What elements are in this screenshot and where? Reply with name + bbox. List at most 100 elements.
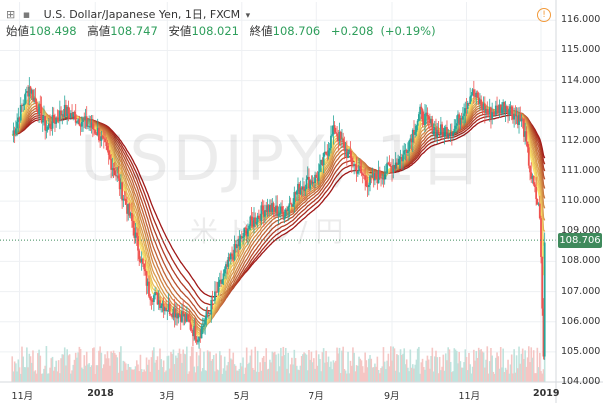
candle-body xyxy=(83,118,86,121)
candle-body xyxy=(139,259,142,263)
volume-bar xyxy=(211,359,214,382)
volume-bar xyxy=(297,369,299,382)
volume-bar xyxy=(259,362,261,382)
candle-body xyxy=(181,311,183,322)
volume-bar xyxy=(197,366,199,382)
volume-bar xyxy=(491,355,493,382)
volume-bar xyxy=(43,368,45,382)
candle-body xyxy=(161,303,164,306)
candle-body xyxy=(472,89,475,97)
volume-bar xyxy=(66,349,68,382)
candle-body xyxy=(251,220,254,227)
volume-bar xyxy=(473,349,475,382)
volume-bar xyxy=(534,373,536,382)
volume-bar xyxy=(497,356,500,382)
candle-body xyxy=(148,281,150,297)
volume-bar xyxy=(65,365,67,382)
candle-body xyxy=(100,136,103,141)
candle-body xyxy=(378,170,381,178)
candle-body xyxy=(474,96,476,98)
candle-body xyxy=(260,205,263,221)
candle-body xyxy=(499,104,502,114)
volume-bar xyxy=(470,373,473,382)
candle-body xyxy=(497,106,500,114)
volume-bar xyxy=(526,357,529,382)
candle-body xyxy=(129,212,132,216)
volume-bar xyxy=(354,371,357,382)
change-value: +0.208 xyxy=(330,24,374,38)
volume-bar xyxy=(232,352,235,382)
candle-body xyxy=(426,112,429,117)
candle-body xyxy=(272,203,275,209)
candle-body xyxy=(523,118,525,137)
candle-body xyxy=(138,250,141,260)
candle-body xyxy=(126,204,128,214)
candle-body xyxy=(173,308,176,318)
candle-body xyxy=(364,175,367,181)
volume-bar xyxy=(122,360,125,382)
volume-bar xyxy=(118,351,121,382)
volume-bar xyxy=(161,367,164,382)
volume-bar xyxy=(336,347,338,382)
volume-bar xyxy=(331,369,333,382)
volume-bar xyxy=(295,365,298,382)
y-tick-label: 116.000 xyxy=(561,14,601,26)
ma-line xyxy=(12,109,546,317)
volume-bar xyxy=(162,360,165,382)
symbol-title[interactable]: U.S. Dollar/Japanese Yen, 1日, FXCM xyxy=(43,8,241,21)
volume-bar xyxy=(271,351,274,382)
candle-body xyxy=(265,210,268,212)
volume-bar xyxy=(73,359,76,382)
candle-body xyxy=(372,174,375,181)
chevron-down-icon[interactable]: ▾ xyxy=(245,11,251,21)
candle-body xyxy=(122,198,125,201)
candle-body xyxy=(370,175,373,178)
volume-bar xyxy=(382,347,385,382)
candle-body xyxy=(332,125,335,135)
candle-body xyxy=(524,131,527,137)
alert-icon[interactable]: ! xyxy=(537,8,551,22)
volume-bar xyxy=(314,368,316,382)
volume-bar xyxy=(471,366,474,382)
candle-body xyxy=(68,113,71,118)
candle-body xyxy=(236,244,238,249)
volume-bar xyxy=(542,369,545,382)
candle-body xyxy=(343,142,346,152)
volume-bar xyxy=(283,355,286,382)
volume-bar xyxy=(436,357,439,382)
volume-bar xyxy=(502,348,504,382)
volume-bar xyxy=(48,373,50,382)
candle-body xyxy=(421,109,424,122)
volume-bar xyxy=(234,365,237,382)
volume-bar xyxy=(424,369,426,382)
candle-body xyxy=(321,159,324,166)
volume-bar xyxy=(157,369,160,382)
volume-bar xyxy=(304,353,307,382)
layout-icon[interactable]: ⊞ ▪ xyxy=(6,8,33,21)
candle-body xyxy=(281,206,284,212)
volume-bar xyxy=(469,364,471,382)
ma-line xyxy=(12,110,546,312)
candle-body xyxy=(22,105,25,106)
candle-body xyxy=(388,164,391,167)
candle-body xyxy=(436,129,439,138)
volume-bar xyxy=(507,359,509,382)
volume-bar xyxy=(358,356,360,382)
volume-bar xyxy=(29,356,32,382)
candle-body xyxy=(188,319,191,323)
candle-body xyxy=(471,89,474,96)
candle-body xyxy=(87,125,89,127)
candle-body xyxy=(54,121,56,124)
volume-bar xyxy=(89,367,92,382)
volume-bar xyxy=(16,371,18,382)
candle-body xyxy=(408,141,411,152)
candle-body xyxy=(509,106,512,110)
candle-body xyxy=(311,181,314,184)
volume-bar xyxy=(67,355,70,382)
volume-bar xyxy=(380,368,382,382)
candle-body xyxy=(361,173,364,176)
volume-bar xyxy=(179,353,182,382)
candle-body xyxy=(231,253,233,257)
candle-body xyxy=(255,222,258,224)
